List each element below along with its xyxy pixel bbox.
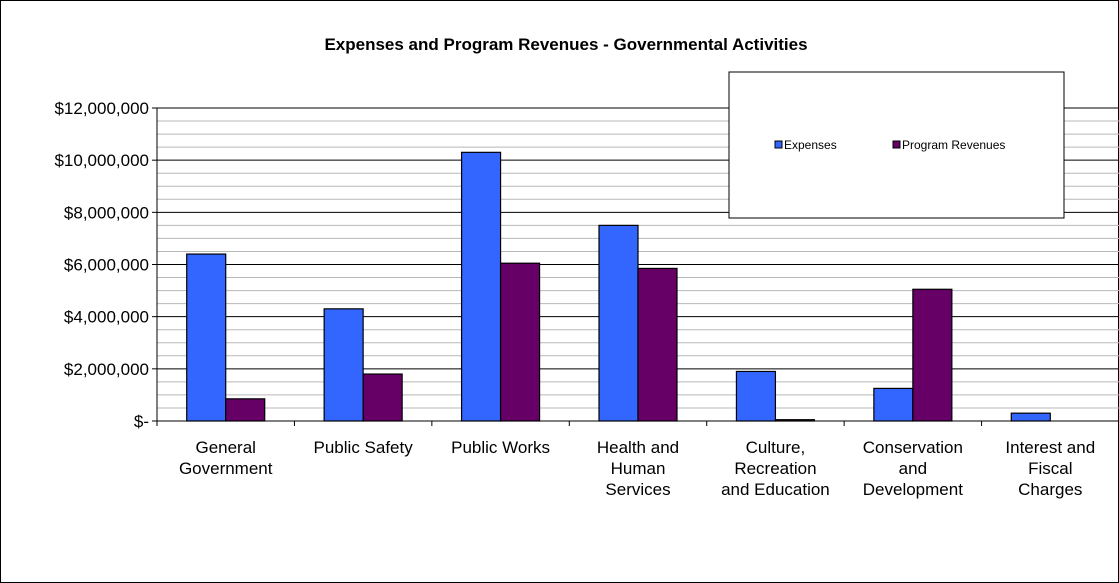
y-tick-label: $10,000,000 [54,151,149,170]
bar-expenses [735,370,777,422]
x-category-label-line: Charges [1018,480,1082,499]
y-axis-tick-labels: $- $2,000,000 $4,000,000 $6,000,000 $8,000,0… [54,99,149,431]
x-category-label: Culture, Recreation and Education [721,438,830,499]
bar-program-revenues [225,398,266,422]
x-category-label: Public Safety [314,438,414,457]
x-category-label-line: Public Safety [314,438,414,457]
bar-expenses [460,151,502,422]
x-category-label-line: Culture, [746,438,806,457]
legend-label: Program Revenues [902,138,1005,152]
x-category-label-line: and [899,459,927,478]
x-category-label-line: Interest and [1005,438,1095,457]
x-category-label-line: Fiscal [1028,459,1072,478]
y-tick-label: $4,000,000 [64,308,149,327]
axes [152,107,1119,426]
x-category-label-line: Services [605,480,670,499]
y-tick-label: $2,000,000 [64,360,149,379]
bar-program-revenues [637,267,678,422]
x-category-label: Conservation and Development [863,438,963,499]
x-category-label-line: Health and [597,438,679,457]
x-category-label: General Government [179,438,273,478]
bar-expenses [323,308,364,422]
bar-expenses [598,224,639,422]
bar-program-revenues [362,373,403,422]
x-category-label-line: Government [179,459,273,478]
bar-expenses [186,253,227,422]
bar-expenses [1010,412,1051,422]
legend-label: Expenses [784,138,837,152]
y-tick-label: $6,000,000 [64,256,149,275]
bar-program-revenues [499,262,541,422]
x-axis-category-labels: General Government Public Safety Public Wor… [179,438,1095,499]
x-category-label-line: and Education [721,480,830,499]
legend-swatch [774,140,783,149]
chart-title: Expenses and Program Revenues - Governme… [324,35,807,54]
x-category-label-line: General [195,438,255,457]
bars [186,151,1051,422]
x-category-label-line: Development [863,480,963,499]
legend: Expenses Program Revenues [728,71,1065,219]
x-category-label-line: Recreation [734,459,816,478]
y-tick-label: $- [134,412,149,431]
x-category-label: Public Works [451,438,550,457]
x-category-label: Interest and Fiscal Charges [1005,438,1095,499]
bar-program-revenues [912,288,953,422]
y-tick-label: $8,000,000 [64,203,149,222]
x-category-label-line: Human [611,459,666,478]
x-category-label-line: Public Works [451,438,550,457]
x-category-label-line: Conservation [863,438,963,457]
x-category-label: Health and Human Services [597,438,679,499]
bar-expenses [873,387,914,422]
legend-swatch [892,140,901,149]
y-tick-label: $12,000,000 [54,99,149,118]
